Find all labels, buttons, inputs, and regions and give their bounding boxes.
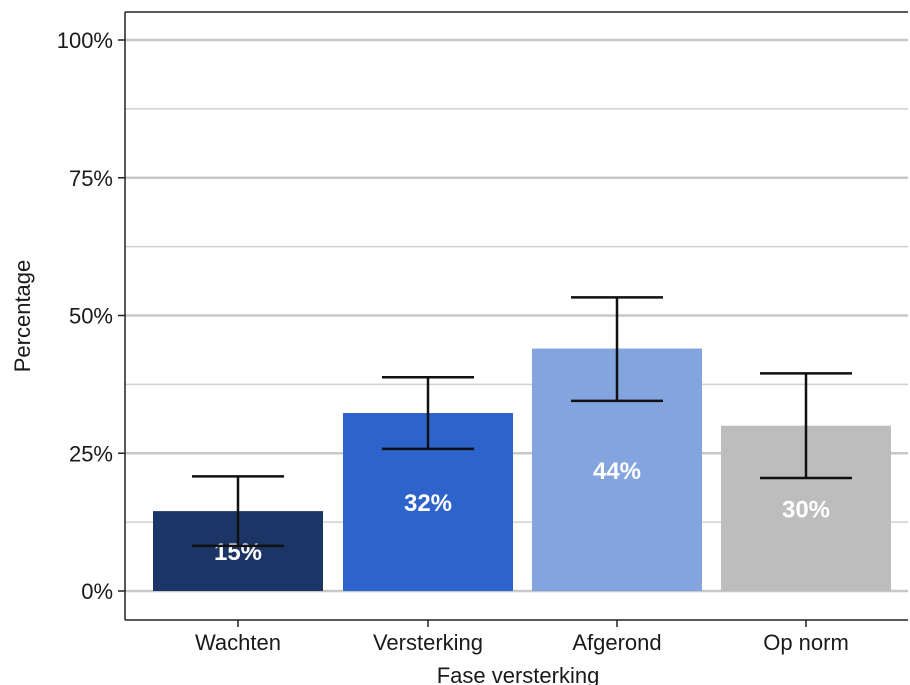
y-tick-label: 50% — [69, 304, 113, 329]
x-tick-label: Versterking — [373, 630, 483, 655]
bar-value-label: 32% — [404, 490, 452, 517]
x-tick-label: Afgerond — [572, 630, 661, 655]
x-tick-label: Wachten — [195, 630, 281, 655]
y-axis-title: Percentage — [10, 260, 35, 373]
y-tick-label: 25% — [69, 441, 113, 466]
error-bars — [192, 296, 852, 548]
x-axis-title: Fase versterking — [437, 663, 600, 685]
y-tick-label: 100% — [57, 28, 113, 53]
axes: Wachten Versterking Afgerond Op norm 0% 25% 50… — [57, 11, 908, 655]
bar-value-label: 30% — [782, 496, 830, 523]
y-tick-label: 0% — [81, 579, 113, 604]
bar-value-label: 44% — [593, 458, 641, 485]
y-tick-label: 75% — [69, 166, 113, 191]
bar-labels: 15%32%44%30% — [214, 458, 830, 566]
x-tick-label: Op norm — [763, 630, 849, 655]
